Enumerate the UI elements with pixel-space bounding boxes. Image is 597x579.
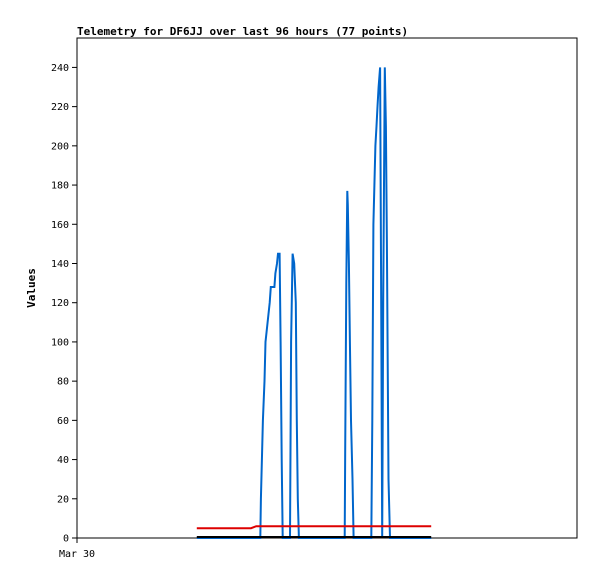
y-tick-label: 20 [57, 494, 69, 505]
y-tick-label: 60 [57, 416, 69, 427]
plot-area [76, 37, 578, 539]
y-axis-label: Values [25, 268, 38, 308]
axis-ticks: 0 20 40 60 80 100 120 140 160 180 200 220 240 Mar 30 [51, 63, 95, 560]
y-tick-label: 0 [63, 534, 69, 545]
y-tick-label: 200 [51, 141, 69, 152]
y-tick-label: 180 [51, 181, 69, 192]
y-tick-label: 100 [51, 337, 69, 348]
series-lines [196, 67, 432, 539]
y-tick-label: 220 [51, 102, 69, 113]
y-tick-label: 120 [51, 298, 69, 309]
y-tick-label: 40 [57, 455, 69, 466]
y-tick-label: 240 [51, 63, 69, 74]
x-tick-label: Mar 30 [59, 549, 95, 560]
y-tick-label: 80 [57, 377, 69, 388]
y-tick-label: 140 [51, 259, 69, 270]
series-line-1 [196, 525, 432, 530]
chart-title: Telemetry for DF6JJ over last 96 hours (… [77, 25, 408, 38]
y-tick-label: 160 [51, 220, 69, 231]
